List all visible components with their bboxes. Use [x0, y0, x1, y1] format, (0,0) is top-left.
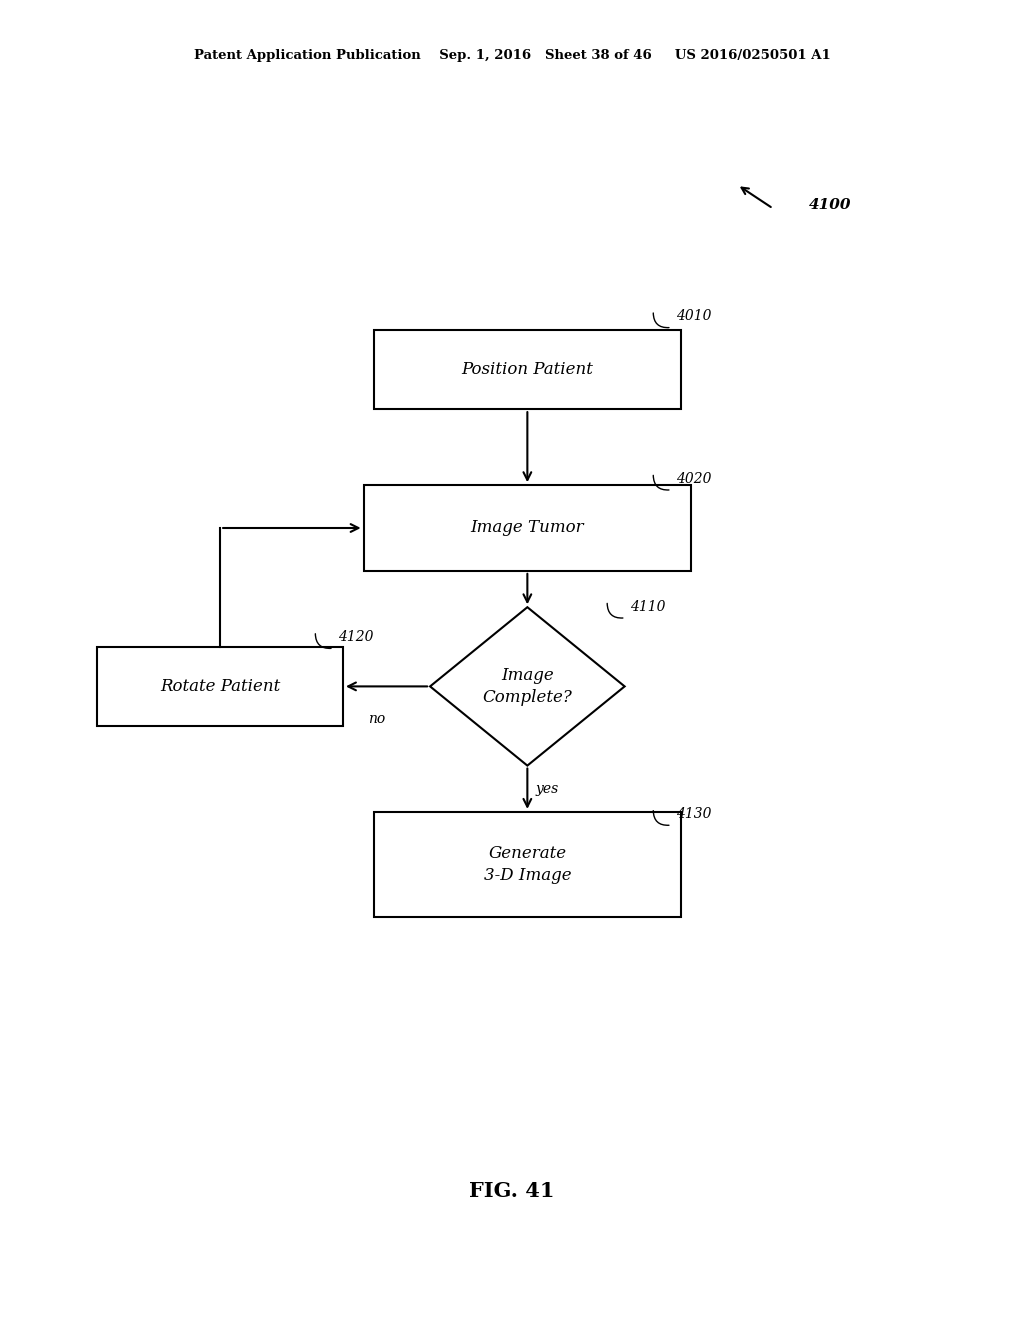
- FancyBboxPatch shape: [374, 330, 681, 409]
- Text: yes: yes: [536, 781, 559, 796]
- Text: FIG. 41: FIG. 41: [469, 1180, 555, 1201]
- Text: Image Tumor: Image Tumor: [471, 520, 584, 536]
- Text: 4010: 4010: [676, 309, 712, 323]
- Text: Image
Complete?: Image Complete?: [482, 667, 572, 706]
- FancyBboxPatch shape: [364, 484, 691, 570]
- Text: 4120: 4120: [338, 630, 374, 644]
- Text: no: no: [368, 713, 385, 726]
- Text: Generate
3-D Image: Generate 3-D Image: [483, 845, 571, 884]
- Text: Position Patient: Position Patient: [462, 362, 593, 378]
- Text: Patent Application Publication    Sep. 1, 2016   Sheet 38 of 46     US 2016/0250: Patent Application Publication Sep. 1, 2…: [194, 49, 830, 62]
- Text: Rotate Patient: Rotate Patient: [160, 678, 281, 694]
- Polygon shape: [430, 607, 625, 766]
- FancyBboxPatch shape: [374, 812, 681, 917]
- Text: 4130: 4130: [676, 807, 712, 821]
- Text: 4110: 4110: [630, 599, 666, 614]
- Text: 4020: 4020: [676, 471, 712, 486]
- FancyBboxPatch shape: [97, 647, 343, 726]
- Text: 4100: 4100: [809, 198, 852, 211]
